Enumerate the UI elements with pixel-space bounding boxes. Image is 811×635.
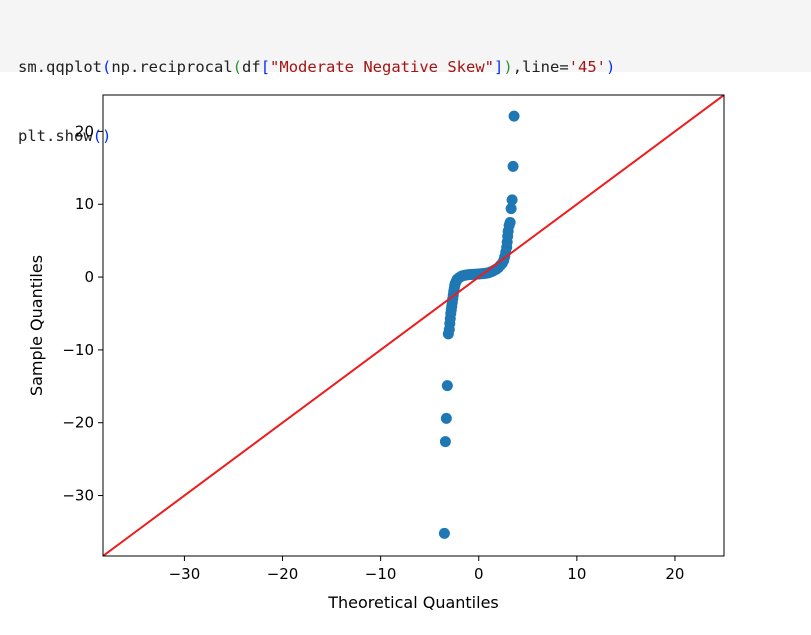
code-token: sm.qqplot: [18, 58, 102, 76]
data-point: [438, 527, 450, 539]
code-token: "Moderate Negative Skew": [270, 58, 494, 76]
data-point: [506, 194, 518, 206]
data-point: [441, 380, 453, 392]
x-tick-label: 10: [567, 565, 586, 583]
x-tick-label: −20: [267, 565, 299, 583]
code-token: plt.show: [18, 127, 93, 145]
x-tick-label: 20: [665, 565, 684, 583]
y-tick-label: 10: [75, 195, 94, 213]
qq-plot-figure: −30 −20 −10 0 10 20 −30 −20 −10 0 10 20 Theoretica…: [27, 94, 725, 612]
code-line-2: plt.show(): [18, 125, 811, 148]
code-token: (): [92, 127, 112, 145]
data-point: [504, 216, 516, 228]
x-axis-label: Theoretical Quantiles: [327, 593, 499, 612]
code-token: [: [260, 58, 271, 76]
x-tick-label: −30: [169, 565, 201, 583]
x-axis-ticks: −30 −20 −10 0 10 20: [169, 556, 684, 583]
code-token: ): [606, 58, 616, 76]
plot-frame: [102, 94, 725, 557]
y-axis-label: Sample Quantiles: [27, 255, 46, 396]
code-token: '45': [568, 58, 607, 76]
y-tick-label: 0: [84, 268, 94, 286]
code-line-1: sm.qqplot(np.reciprocal(df["Moderate Neg…: [18, 56, 811, 79]
points-layer: [438, 110, 520, 539]
data-point: [508, 110, 520, 122]
code-token: ]: [494, 58, 504, 76]
reference-line-45: [103, 95, 724, 556]
code-token: np.reciprocal: [111, 58, 233, 76]
code-token: ): [503, 58, 513, 76]
data-point: [505, 203, 517, 215]
y-tick-label: 20: [75, 122, 94, 140]
code-token: (: [102, 58, 112, 76]
code-token: ,line=: [512, 58, 569, 76]
code-token: df: [242, 58, 261, 76]
y-axis-ticks: −30 −20 −10 0 10 20: [62, 122, 103, 505]
data-point: [439, 436, 451, 448]
y-tick-label: −30: [62, 487, 94, 505]
x-tick-label: 0: [474, 565, 484, 583]
code-token: (: [232, 58, 243, 76]
y-tick-label: −20: [62, 414, 94, 432]
data-point: [440, 412, 452, 424]
code-cell[interactable]: sm.qqplot(np.reciprocal(df["Moderate Neg…: [0, 0, 811, 145]
y-tick-label: −10: [62, 341, 94, 359]
data-point: [507, 160, 519, 172]
x-tick-label: −10: [365, 565, 397, 583]
